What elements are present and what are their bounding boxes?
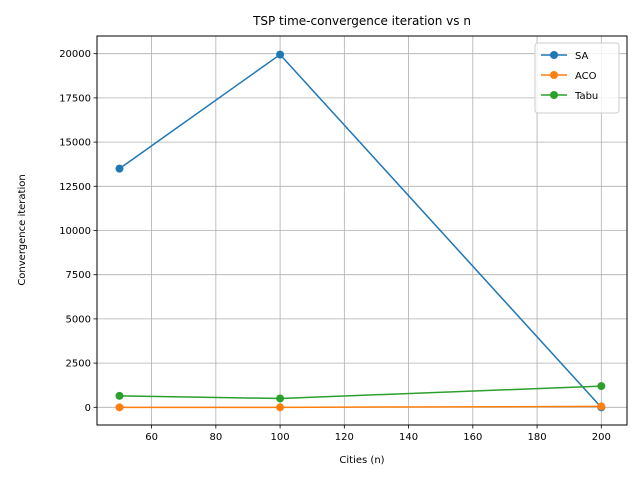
data-point-aco — [276, 403, 285, 412]
y-tick-label: 10000 — [59, 226, 91, 237]
y-tick-label: 7500 — [66, 270, 91, 281]
data-point-tabu — [597, 382, 606, 391]
legend-marker-sa — [550, 51, 558, 59]
chart-title: TSP time-convergence iteration vs n — [252, 14, 471, 28]
y-tick-label: 0 — [85, 403, 91, 414]
legend-marker-aco — [550, 71, 558, 79]
x-tick-label: 140 — [399, 432, 418, 443]
series-tabu — [115, 382, 606, 403]
legend-label-aco: ACO — [575, 71, 597, 82]
legend-label-tabu: Tabu — [574, 91, 598, 102]
y-tick-label: 12500 — [59, 182, 91, 193]
y-axis-ticks: 0 2500 5000 7500 10000 12500 15000 17500 20000 — [59, 49, 97, 414]
x-tick-label: 180 — [528, 432, 547, 443]
x-axis-ticks: 60 80 100 120 140 160 180 200 — [145, 425, 611, 443]
x-axis-label: Cities (n) — [339, 455, 384, 466]
legend-label-sa: SA — [575, 51, 589, 62]
series-aco — [115, 402, 606, 412]
data-point-tabu — [276, 394, 285, 403]
x-tick-label: 80 — [209, 432, 222, 443]
x-tick-label: 120 — [335, 432, 354, 443]
y-tick-label: 17500 — [59, 93, 91, 104]
x-tick-label: 100 — [271, 432, 290, 443]
legend-marker-tabu — [550, 91, 558, 99]
data-point-aco — [597, 402, 606, 411]
x-tick-label: 160 — [463, 432, 482, 443]
data-point-tabu — [115, 391, 124, 400]
data-point-sa — [276, 50, 285, 59]
y-tick-label: 5000 — [66, 314, 91, 325]
data-point-aco — [115, 403, 124, 412]
data-point-sa — [115, 164, 124, 173]
series-layer — [115, 50, 606, 412]
y-axis-label: Convergence iteration — [17, 174, 28, 285]
x-tick-label: 200 — [592, 432, 611, 443]
y-tick-label: 15000 — [59, 138, 91, 149]
y-tick-label: 2500 — [66, 359, 91, 370]
x-tick-label: 60 — [145, 432, 158, 443]
legend: SA ACO Tabu — [534, 42, 620, 114]
y-tick-label: 20000 — [59, 49, 91, 60]
